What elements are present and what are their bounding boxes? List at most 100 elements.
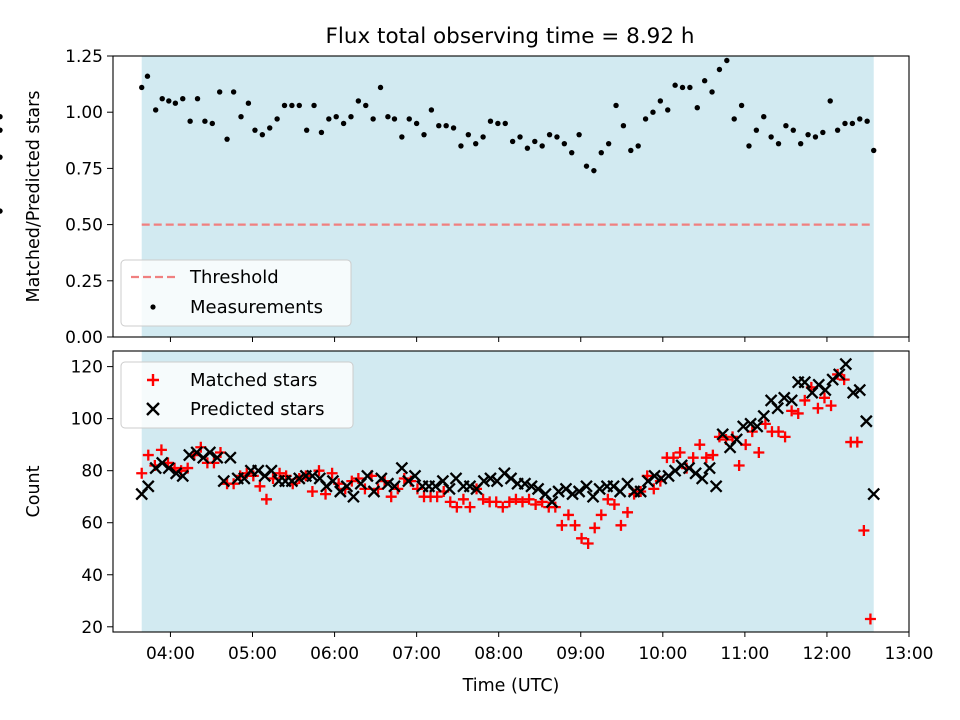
matched-star-point	[700, 452, 712, 464]
matched-star-point	[608, 499, 620, 511]
matched-star-point	[490, 496, 502, 508]
measurement-point	[635, 143, 641, 149]
y-tick-label: 1.25	[65, 47, 103, 67]
y-tick-label: 100	[71, 410, 103, 430]
measurement-point	[259, 131, 266, 138]
measurement-point	[709, 89, 715, 95]
predicted-star-point	[634, 485, 647, 498]
matched-star-point	[260, 493, 272, 505]
matched-star-point	[858, 525, 870, 537]
bottom-legend: Matched stars Predicted stars	[120, 361, 354, 429]
measurement-point	[267, 125, 273, 131]
top-panel: 0.00 0.25 0.50 0.75 1.00 1.25 Matched/Predict…	[0, 47, 910, 348]
measurement-point	[194, 96, 201, 102]
measurement-point	[152, 107, 159, 113]
measurement-point	[509, 138, 516, 145]
predicted-star-point	[381, 477, 395, 491]
measurement-point	[180, 96, 186, 102]
measurement-point	[657, 98, 664, 104]
matched-star-point	[431, 491, 443, 503]
matched-star-point	[773, 426, 785, 438]
predicted-star-point	[347, 490, 360, 504]
measurement-point	[473, 140, 479, 147]
measurement-point	[370, 116, 376, 122]
predicted-star-point	[326, 474, 340, 488]
x-axis-label: Time (UTC)	[462, 676, 560, 696]
measurement-point	[820, 129, 826, 136]
predicted-star-point	[839, 357, 853, 371]
measurement-point	[797, 140, 804, 147]
predicted-star-point	[580, 479, 593, 493]
top-y-axis-label: Matched/Predicted stars	[24, 91, 44, 303]
matched-star-point	[622, 506, 634, 518]
x-tick-label: 08:00	[474, 644, 523, 664]
measurement-point	[406, 116, 412, 122]
predicted-star-point	[525, 479, 538, 493]
measurement-point	[202, 118, 208, 124]
matched-star-point	[497, 501, 509, 513]
predicted-star-point	[593, 482, 606, 496]
chart-title: Flux total observing time = 8.92 h	[326, 24, 695, 49]
legend-matched-label: Matched stars	[190, 370, 317, 391]
matched-star-point	[549, 501, 561, 513]
measurement-point	[694, 105, 700, 111]
predicted-star-point	[429, 479, 442, 493]
measurement-point	[842, 120, 848, 127]
matched-star-point	[326, 467, 338, 479]
matched-star-point	[582, 538, 594, 550]
bottom-y-ticks: 20 40 60 80 100 120	[71, 358, 113, 638]
measurement-point	[864, 118, 870, 124]
predicted-star-point	[545, 495, 559, 509]
measurement-point	[605, 140, 612, 147]
matched-star-point	[759, 418, 771, 430]
measurement-point	[532, 138, 538, 145]
x-tick-label: 09:00	[556, 644, 605, 664]
predicted-star-point	[846, 386, 860, 399]
measurement-point	[428, 107, 435, 113]
measurement-point	[724, 57, 730, 64]
measurement-point	[281, 102, 288, 109]
measurement-point	[495, 120, 501, 127]
measurement-point	[443, 122, 449, 129]
matched-star-point	[595, 509, 607, 521]
predicted-star-point	[744, 417, 757, 431]
predicted-star-point	[340, 479, 354, 493]
matched-star-point	[254, 480, 266, 492]
measurement-point	[209, 120, 215, 127]
measurement-point	[746, 143, 752, 149]
measurement-point	[166, 98, 172, 104]
legend-predicted-label: Predicted stars	[190, 399, 324, 420]
measurement-point	[0, 113, 3, 120]
matched-star-point	[523, 493, 535, 505]
predicted-star-point	[210, 451, 224, 464]
measurement-point	[391, 116, 398, 122]
bottom-axes-frame	[112, 350, 910, 633]
measurement-point	[458, 143, 464, 149]
predicted-star-point	[224, 451, 237, 464]
matched-star-point	[155, 444, 167, 456]
measurement-points	[0, 57, 877, 214]
predicted-star-point	[408, 469, 422, 483]
measurement-point	[450, 125, 457, 131]
matched-star-point	[562, 509, 574, 521]
predicted-star-point	[531, 482, 545, 496]
top-axes-frame	[112, 55, 910, 338]
measurement-point	[363, 102, 369, 109]
matched-star-point	[306, 486, 318, 497]
measurement-point	[377, 84, 384, 91]
x-tick-label: 06:00	[310, 644, 359, 664]
x-tick-label: 04:00	[146, 644, 195, 664]
matched-star-point	[818, 392, 830, 404]
y-tick-label: 0.00	[65, 328, 103, 348]
predicted-star-point	[566, 487, 579, 501]
matched-star-point	[477, 493, 489, 505]
y-tick-label: 20	[81, 618, 103, 638]
measurement-point	[274, 116, 280, 122]
predicted-star-point	[750, 420, 764, 433]
bottom-x-ticks: 04:00 05:00 06:00 07:00 08:00 09:00 10:00 11:00…	[146, 632, 934, 664]
measurement-point	[0, 208, 3, 214]
predicted-star-point	[853, 383, 867, 397]
matched-star-point	[510, 493, 522, 505]
predicted-star-point	[736, 420, 750, 433]
measurement-point	[672, 82, 678, 88]
